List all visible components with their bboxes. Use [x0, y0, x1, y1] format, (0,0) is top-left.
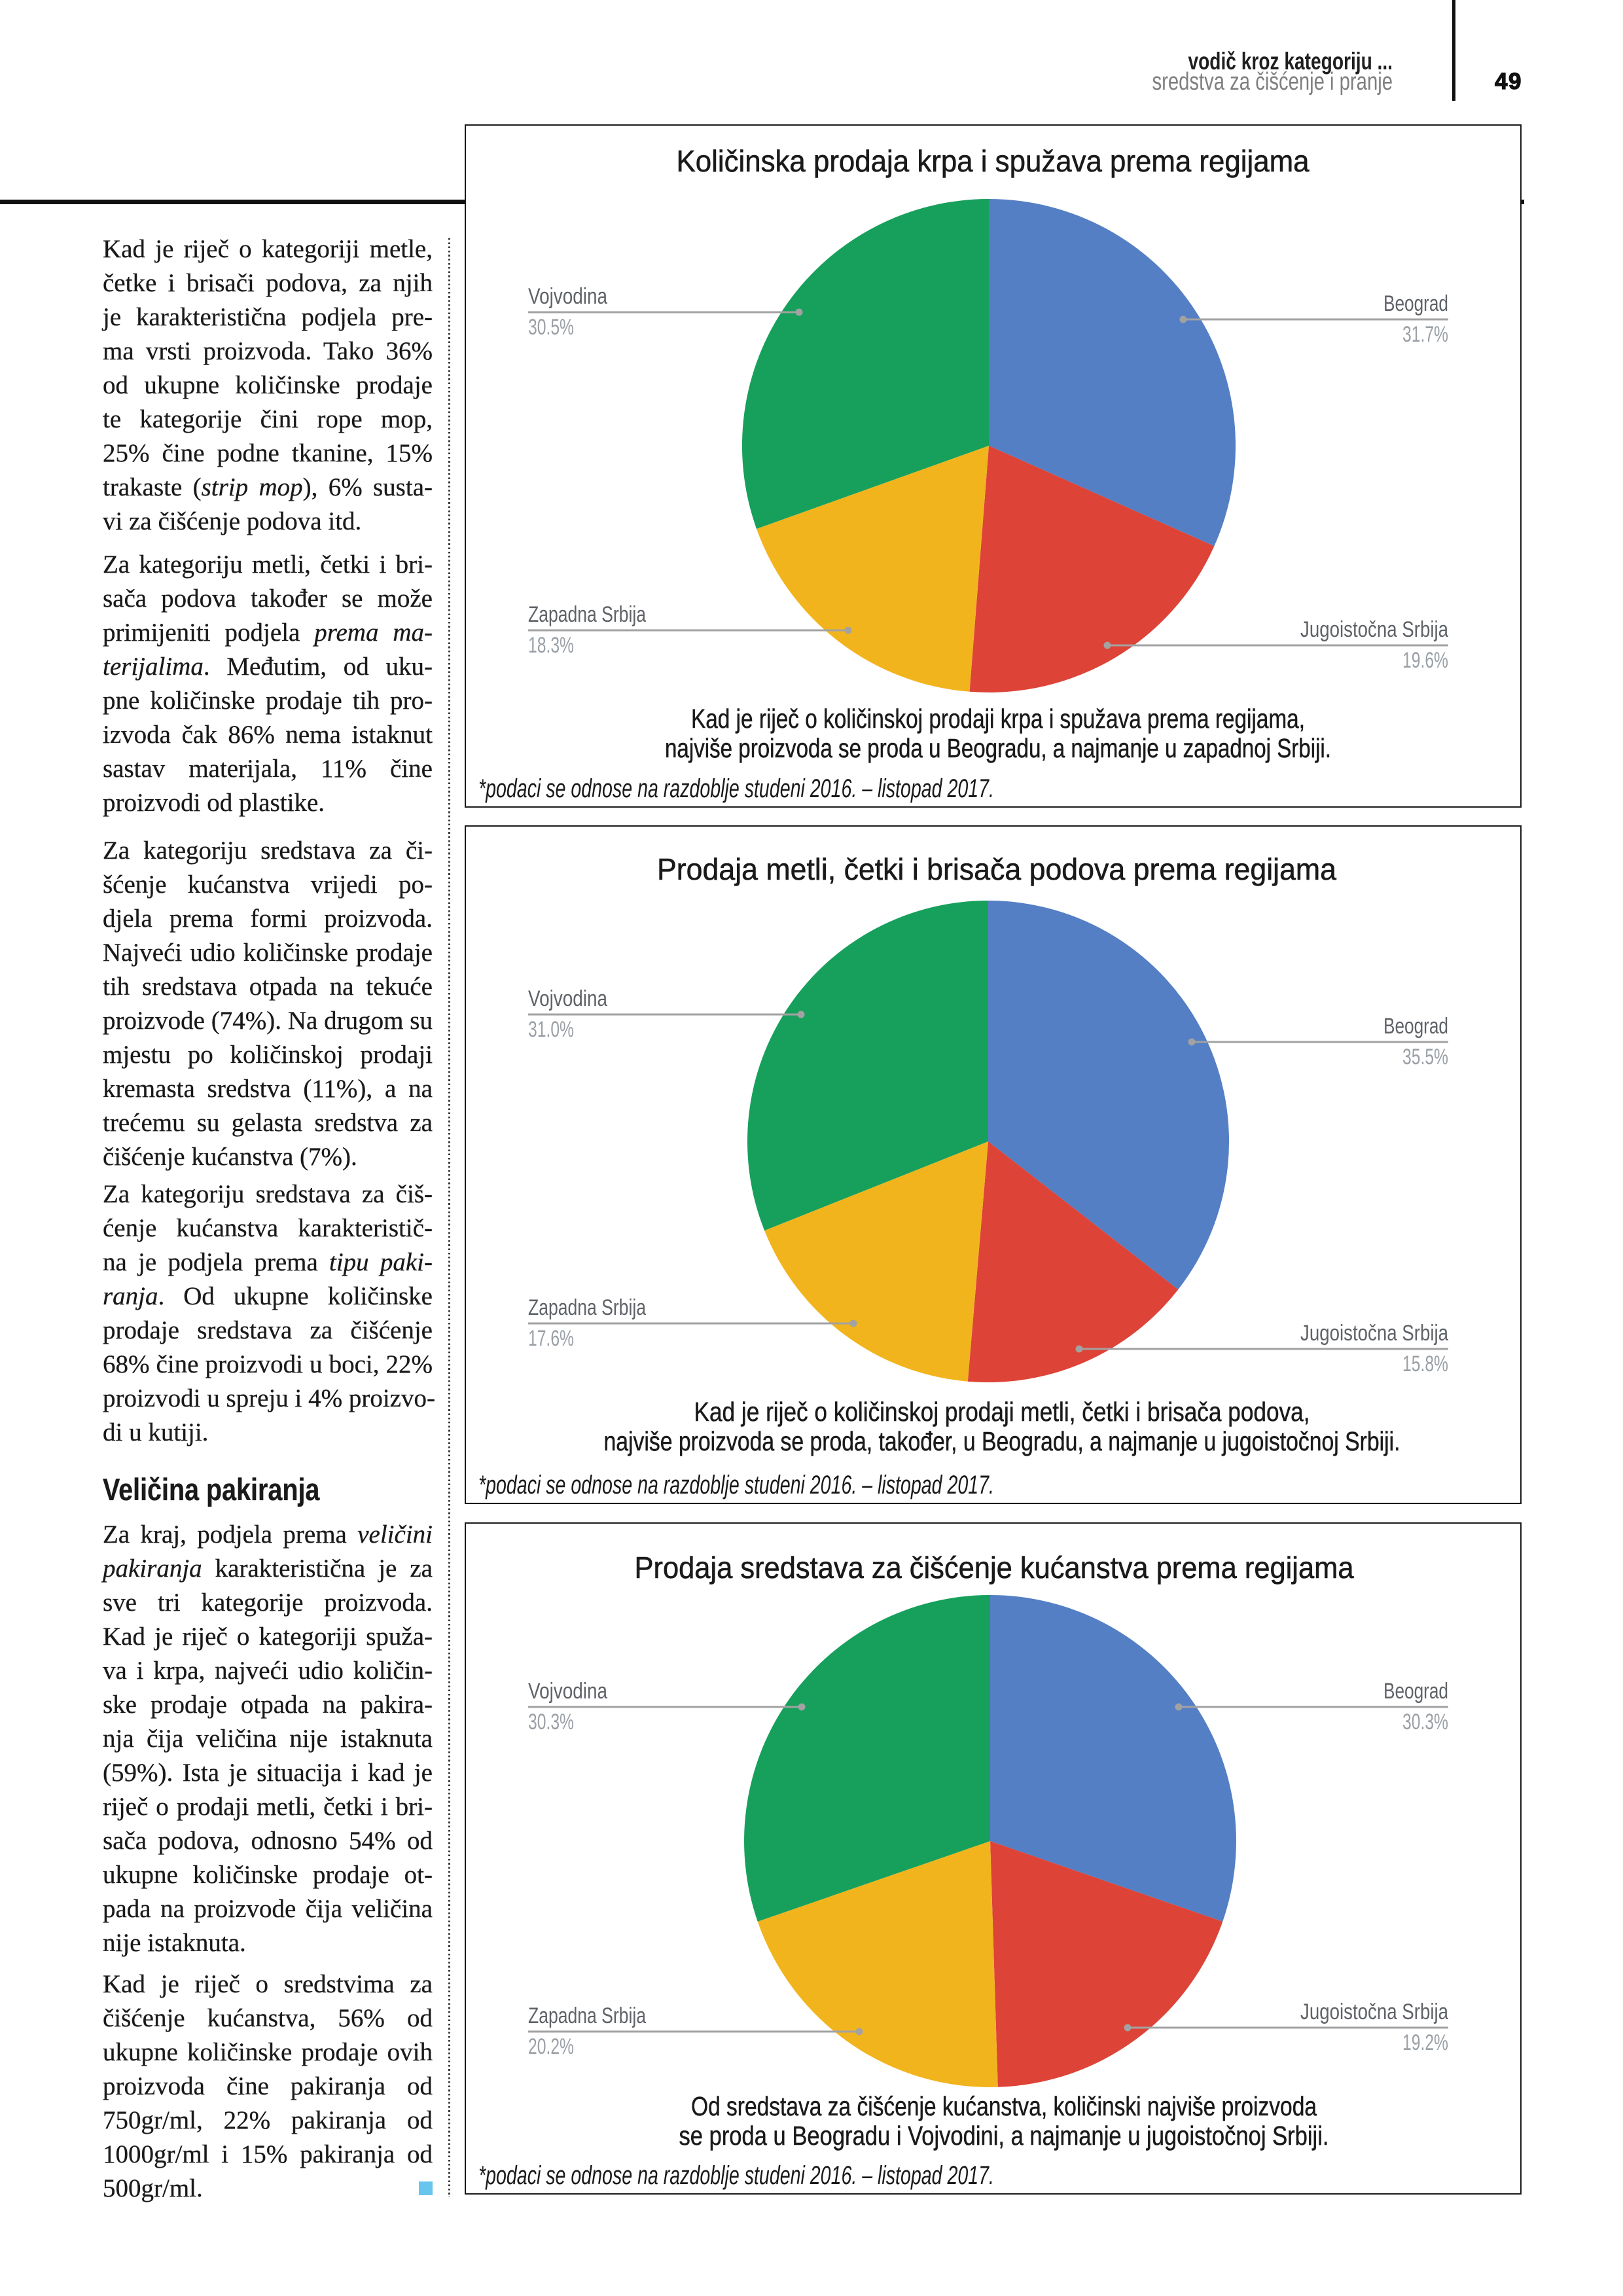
svg-text:Vojvodina: Vojvodina — [528, 1679, 607, 1704]
svg-text:Jugoistočna Srbija: Jugoistočna Srbija — [1300, 1321, 1448, 1346]
svg-text:18.3%: 18.3% — [528, 633, 574, 658]
svg-text:30.3%: 30.3% — [1402, 1710, 1448, 1734]
svg-text:17.6%: 17.6% — [528, 1326, 574, 1351]
svg-text:Kad je riječ o količinskoj pro: Kad je riječ o količinskoj prodaji metli… — [694, 1397, 1310, 1427]
svg-text:Vojvodina: Vojvodina — [528, 986, 607, 1011]
svg-text:31.0%: 31.0% — [528, 1017, 574, 1042]
svg-text:Od sredstava za čišćenje kućan: Od sredstava za čišćenje kućanstva, koli… — [691, 2091, 1317, 2121]
svg-text:Kad je riječ o količinskoj pro: Kad je riječ o količinskoj prodaji krpa … — [691, 704, 1305, 734]
svg-text:Jugoistočna Srbija: Jugoistočna Srbija — [1300, 617, 1448, 642]
svg-text:*podaci se odnose na razdoblje: *podaci se odnose na razdoblje studeni 2… — [478, 1471, 994, 1499]
svg-text:Prodaja metli, četki i brisača: Prodaja metli, četki i brisača podova pr… — [657, 852, 1336, 886]
svg-text:31.7%: 31.7% — [1402, 322, 1448, 347]
svg-text:Beograd: Beograd — [1383, 291, 1448, 316]
svg-text:*podaci se odnose na razdoblje: *podaci se odnose na razdoblje studeni 2… — [478, 774, 994, 803]
svg-text:Zapadna Srbija: Zapadna Srbija — [528, 602, 646, 627]
svg-text:19.6%: 19.6% — [1402, 648, 1448, 673]
svg-text:Beograd: Beograd — [1383, 1014, 1448, 1039]
svg-text:Zapadna Srbija: Zapadna Srbija — [528, 1295, 646, 1320]
svg-text:Prodaja sredstava za čišćenje: Prodaja sredstava za čišćenje kućanstva … — [635, 1551, 1354, 1585]
svg-text:Beograd: Beograd — [1383, 1679, 1448, 1704]
svg-text:Količinska prodaja krpa i spuž: Količinska prodaja krpa i spužava prema … — [677, 144, 1310, 178]
svg-text:se proda u Beogradu i Vojvodin: se proda u Beogradu i Vojvodini, a najma… — [679, 2121, 1329, 2151]
svg-text:35.5%: 35.5% — [1402, 1045, 1448, 1069]
svg-text:najviše proizvoda se proda u B: najviše proizvoda se proda u Beogradu, a… — [665, 733, 1331, 763]
svg-text:20.2%: 20.2% — [528, 2034, 574, 2059]
svg-text:15.8%: 15.8% — [1402, 1352, 1448, 1376]
svg-text:30.3%: 30.3% — [528, 1710, 574, 1734]
svg-text:19.2%: 19.2% — [1402, 2030, 1448, 2055]
svg-text:Jugoistočna Srbija: Jugoistočna Srbija — [1300, 2000, 1448, 2024]
svg-text:30.5%: 30.5% — [528, 315, 574, 340]
svg-text:*podaci se odnose na razdoblje: *podaci se odnose na razdoblje studeni 2… — [478, 2161, 994, 2190]
svg-text:najviše proizvoda se proda, ta: najviše proizvoda se proda, također, u B… — [604, 1426, 1400, 1456]
svg-text:Vojvodina: Vojvodina — [528, 284, 607, 309]
svg-text:Zapadna Srbija: Zapadna Srbija — [528, 2003, 646, 2028]
